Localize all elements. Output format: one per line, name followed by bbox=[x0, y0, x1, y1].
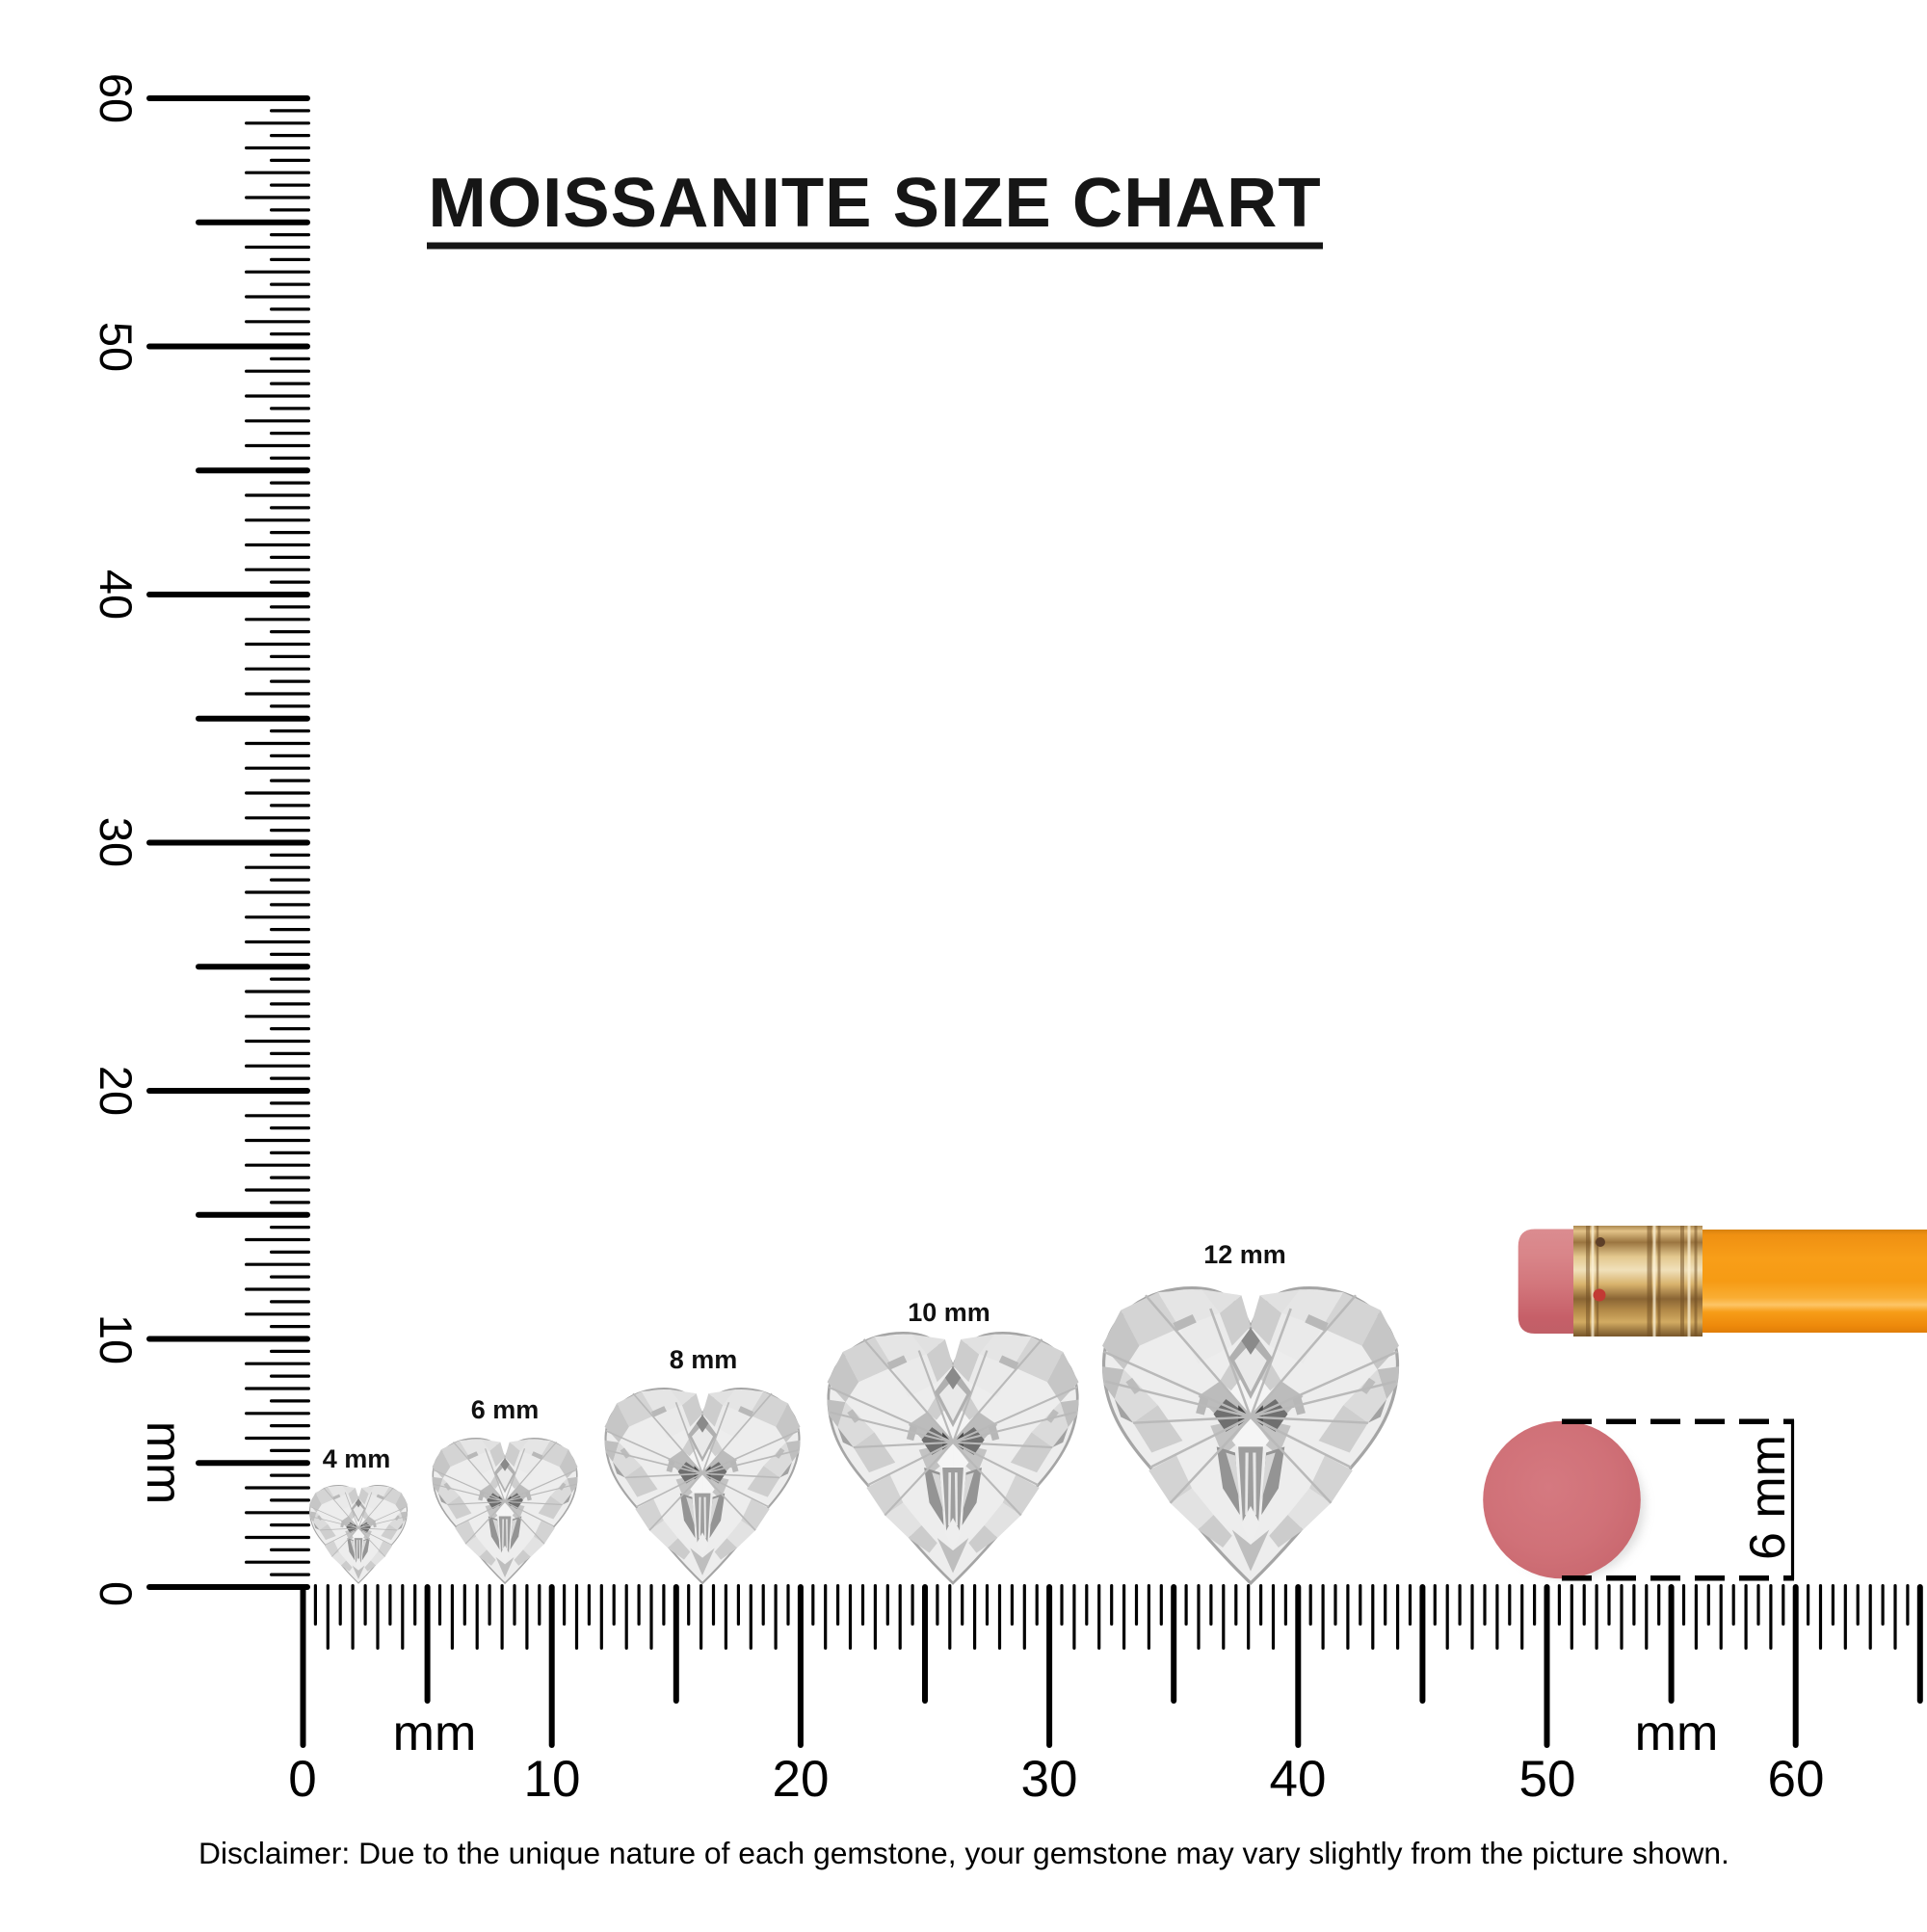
svg-text:Disclaimer: Due to the unique: Disclaimer: Due to the unique nature of … bbox=[198, 1836, 1729, 1870]
svg-text:50: 50 bbox=[91, 322, 142, 372]
svg-text:50: 50 bbox=[1519, 1751, 1576, 1808]
svg-text:30: 30 bbox=[1021, 1751, 1078, 1808]
svg-text:40: 40 bbox=[1270, 1751, 1327, 1808]
svg-text:MOISSANITE SIZE CHART: MOISSANITE SIZE CHART bbox=[428, 164, 1321, 242]
svg-text:0: 0 bbox=[288, 1751, 316, 1808]
svg-text:mm: mm bbox=[1635, 1706, 1719, 1761]
svg-text:30: 30 bbox=[91, 817, 142, 867]
svg-text:mm: mm bbox=[136, 1421, 192, 1505]
svg-text:10: 10 bbox=[524, 1751, 581, 1808]
svg-text:6 mm: 6 mm bbox=[471, 1395, 540, 1424]
svg-text:0: 0 bbox=[91, 1581, 142, 1606]
svg-text:6 mm: 6 mm bbox=[1740, 1435, 1796, 1560]
svg-text:20: 20 bbox=[773, 1751, 830, 1808]
svg-text:10 mm: 10 mm bbox=[908, 1298, 990, 1327]
svg-text:4 mm: 4 mm bbox=[323, 1444, 391, 1473]
svg-text:60: 60 bbox=[1768, 1751, 1825, 1808]
svg-text:mm: mm bbox=[393, 1706, 477, 1761]
svg-text:8 mm: 8 mm bbox=[670, 1345, 738, 1374]
svg-text:12 mm: 12 mm bbox=[1203, 1240, 1286, 1269]
svg-text:20: 20 bbox=[91, 1066, 142, 1116]
svg-text:10: 10 bbox=[91, 1314, 142, 1364]
svg-text:60: 60 bbox=[91, 73, 142, 123]
svg-text:40: 40 bbox=[91, 569, 142, 620]
